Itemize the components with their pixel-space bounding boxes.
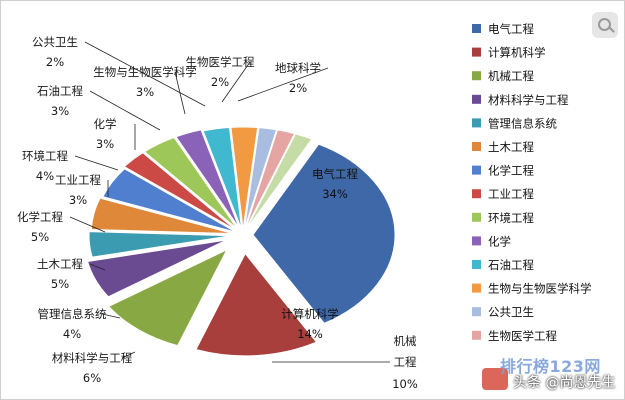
legend-label-13: 生物医学工程 bbox=[488, 329, 557, 343]
slice-label-name-10: 石油工程 bbox=[37, 84, 83, 98]
legend-label-11: 生物与生物医学科学 bbox=[488, 282, 592, 296]
leader-line-8 bbox=[74, 155, 119, 171]
slice-label-value-0: 34% bbox=[322, 187, 348, 201]
leader-line-13 bbox=[221, 61, 251, 103]
legend-swatch-7 bbox=[472, 189, 481, 199]
pie-slice-8 bbox=[143, 136, 238, 230]
legend-label-0: 电气工程 bbox=[488, 22, 534, 36]
slice-label-name-3: 材料科学与工程 bbox=[52, 351, 133, 365]
slice-label-value-14: 2% bbox=[289, 81, 307, 95]
slice-label-value-1: 14% bbox=[297, 327, 323, 341]
pie-slice-14 bbox=[245, 133, 313, 231]
slice-label-name-11: 生物与生物医学科学 bbox=[93, 65, 197, 79]
legend: 电气工程计算机科学机械工程材料科学与工程管理信息系统土木工程化学工程工业工程环境… bbox=[472, 22, 592, 343]
slice-label-name-0: 电气工程 bbox=[312, 167, 358, 181]
slice-label-name-2b: 工程 bbox=[394, 355, 417, 369]
legend-swatch-6 bbox=[472, 165, 481, 175]
pie-slice-12 bbox=[243, 127, 278, 230]
legend-label-6: 化学工程 bbox=[488, 164, 534, 178]
slice-label-name-9: 化学 bbox=[94, 117, 117, 131]
legend-label-2: 机械工程 bbox=[488, 69, 534, 83]
slice-label-name-5: 土木工程 bbox=[37, 257, 83, 271]
legend-swatch-2 bbox=[472, 71, 481, 81]
pie-slice-1 bbox=[195, 252, 318, 357]
pie-slice-11 bbox=[230, 126, 259, 230]
slice-label-name-6: 化学工程 bbox=[17, 210, 63, 224]
slice-label-name-1: 计算机科学 bbox=[281, 307, 339, 321]
leader-line-3 bbox=[121, 351, 136, 359]
slice-label-value-8: 4% bbox=[36, 169, 54, 183]
slice-label-value-12: 2% bbox=[46, 55, 64, 69]
legend-swatch-9 bbox=[472, 236, 481, 246]
legend-label-1: 计算机科学 bbox=[488, 46, 546, 60]
legend-label-5: 土木工程 bbox=[488, 140, 534, 154]
legend-swatch-8 bbox=[472, 212, 481, 222]
legend-swatch-0 bbox=[472, 24, 481, 33]
pie-slice-3 bbox=[86, 239, 227, 298]
legend-swatch-10 bbox=[472, 260, 481, 269]
watermark-logo-icon bbox=[482, 368, 508, 390]
leader-line-6 bbox=[69, 216, 106, 233]
slice-labels: 电气工程 34% 计算机科学 14% 机械工程 10% 材料科学与工程 6% 管理信息系统 4% 土… bbox=[17, 35, 418, 391]
leader-line-12 bbox=[84, 41, 206, 107]
pie-slice-2 bbox=[107, 248, 229, 347]
pie-slices bbox=[86, 126, 396, 357]
leader-lines bbox=[69, 41, 390, 363]
slice-label-name-4: 管理信息系统 bbox=[38, 307, 107, 321]
slice-label-value-3: 6% bbox=[83, 371, 101, 385]
slice-label-value-10: 3% bbox=[51, 104, 69, 118]
leader-line-4 bbox=[101, 313, 121, 319]
slice-label-value-13: 2% bbox=[211, 75, 229, 89]
pie-slice-13 bbox=[244, 129, 296, 230]
leader-line-10 bbox=[89, 90, 161, 131]
leader-line-5 bbox=[89, 263, 106, 271]
legend-swatch-1 bbox=[472, 47, 481, 57]
slice-label-value-6: 5% bbox=[31, 230, 49, 244]
leader-line-14 bbox=[237, 67, 329, 102]
pie-slice-4 bbox=[88, 231, 232, 258]
legend-label-10: 石油工程 bbox=[488, 258, 534, 272]
slice-label-name-12: 公共卫生 bbox=[32, 35, 78, 49]
legend-label-4: 管理信息系统 bbox=[488, 116, 557, 130]
slice-label-name-14: 地球科学 bbox=[275, 61, 321, 75]
legend-swatch-4 bbox=[472, 118, 481, 128]
pie-slice-6 bbox=[102, 168, 237, 233]
pie-slice-5 bbox=[90, 197, 234, 235]
legend-label-7: 工业工程 bbox=[488, 187, 534, 201]
legend-label-9: 化学 bbox=[488, 234, 511, 248]
pie-slice-0 bbox=[252, 143, 396, 324]
slice-label-name-2a: 机械 bbox=[394, 334, 417, 348]
watermark-author: 头条 @尚恩先生 bbox=[513, 375, 616, 391]
legend-swatch-13 bbox=[472, 330, 481, 340]
slice-label-value-5: 5% bbox=[51, 277, 69, 291]
slice-label-name-7: 工业工程 bbox=[55, 173, 101, 187]
slice-label-value-11: 3% bbox=[136, 85, 154, 99]
pie-slice-10 bbox=[202, 126, 243, 230]
search-image-icon[interactable] bbox=[592, 12, 618, 38]
legend-label-8: 环境工程 bbox=[488, 211, 534, 225]
legend-swatch-12 bbox=[472, 307, 481, 317]
legend-swatch-3 bbox=[472, 94, 481, 104]
slice-label-value-9: 3% bbox=[96, 137, 114, 151]
pie-slice-9 bbox=[175, 129, 240, 229]
legend-swatch-5 bbox=[472, 142, 481, 151]
watermark-site: 排行榜123网 bbox=[500, 357, 601, 376]
pie-slice-7 bbox=[123, 152, 237, 231]
slice-label-value-2: 10% bbox=[392, 377, 418, 391]
legend-label-3: 材料科学与工程 bbox=[488, 93, 569, 107]
slice-label-value-7: 3% bbox=[69, 193, 87, 207]
slice-label-name-8: 环境工程 bbox=[22, 149, 68, 163]
slice-label-value-4: 4% bbox=[63, 327, 81, 341]
legend-swatch-11 bbox=[472, 283, 481, 293]
legend-label-12: 公共卫生 bbox=[488, 305, 534, 319]
slice-label-name-13: 生物医学工程 bbox=[186, 55, 255, 69]
